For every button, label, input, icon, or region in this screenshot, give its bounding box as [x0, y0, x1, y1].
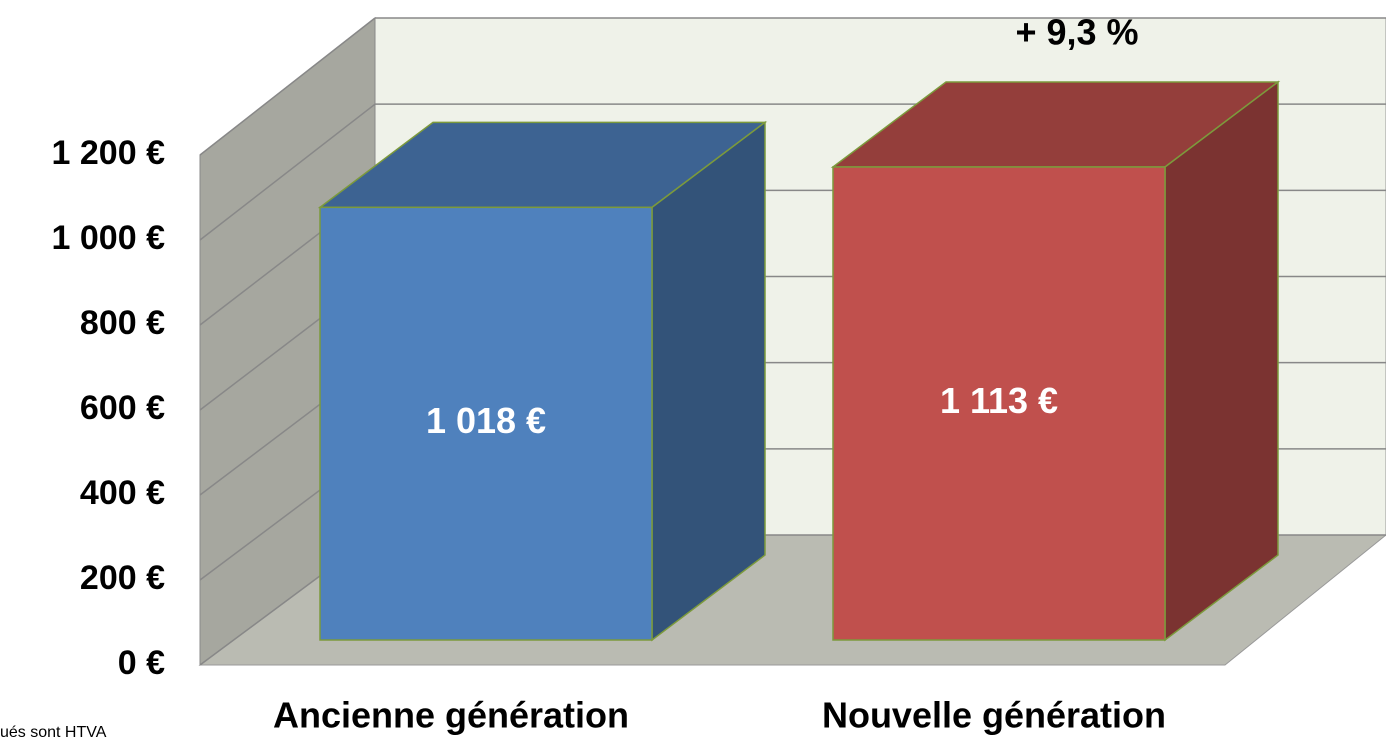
y-tick-label: 1 200 €: [52, 134, 166, 172]
grid-line: [199, 103, 376, 241]
value-label: 1 018 €: [426, 400, 546, 441]
y-tick-label: 0 €: [118, 644, 165, 682]
value-label: 1 113 €: [940, 380, 1058, 421]
bar: [832, 166, 1166, 641]
x-tick-label: Nouvelle génération: [822, 695, 1166, 736]
bar-side: [651, 120, 766, 642]
grid-line: [199, 17, 376, 156]
y-tick-label: 600 €: [80, 389, 165, 427]
y-tick-label: 200 €: [80, 559, 165, 597]
y-tick-label: 400 €: [80, 474, 165, 512]
x-tick-label: Ancienne génération: [273, 695, 629, 736]
bar: [319, 206, 653, 641]
bar-side: [1164, 80, 1279, 642]
y-tick-label: 800 €: [80, 304, 165, 342]
footnote: ués sont HTVA: [0, 724, 107, 741]
y-tick-label: 1 000 €: [52, 219, 166, 257]
